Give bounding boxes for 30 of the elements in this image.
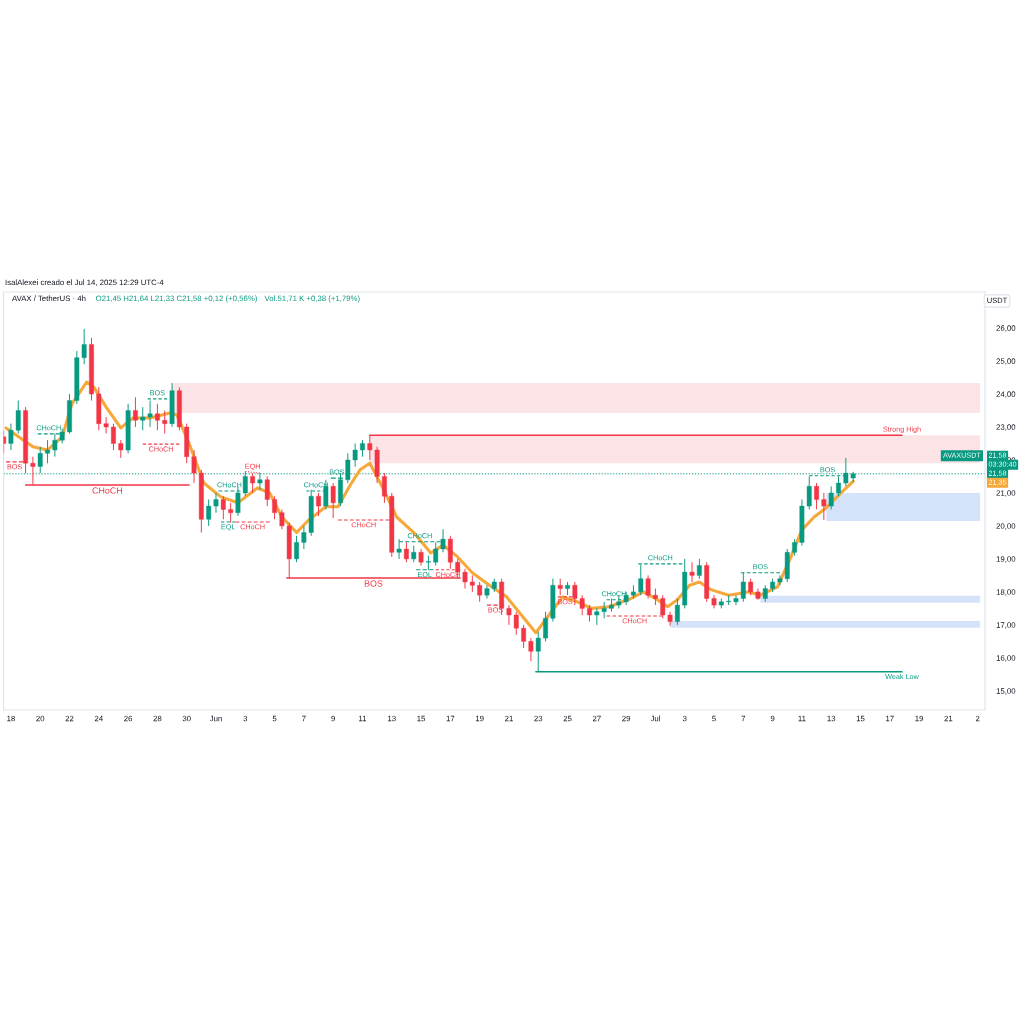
candlestick xyxy=(821,492,827,521)
candlestick xyxy=(528,637,534,662)
candlestick xyxy=(111,423,116,451)
candlestick xyxy=(447,535,453,570)
candlestick xyxy=(521,624,526,649)
candlestick xyxy=(645,574,651,599)
candlestick xyxy=(828,485,834,510)
candlestick xyxy=(814,482,819,510)
candlestick xyxy=(162,409,168,435)
candlestick xyxy=(154,403,160,431)
candlestick xyxy=(316,492,321,517)
candlestick xyxy=(45,439,50,464)
candlestick xyxy=(220,495,226,520)
candlestick xyxy=(674,598,680,626)
candlestick xyxy=(543,611,548,642)
candlestick xyxy=(382,472,387,504)
series-label: BOS xyxy=(364,580,383,587)
candlestick xyxy=(264,475,270,507)
candlestick xyxy=(696,558,702,580)
candlestick xyxy=(294,535,299,563)
candlestick xyxy=(477,581,483,603)
candlestick xyxy=(330,482,336,519)
candlestick xyxy=(250,472,256,494)
candlestick xyxy=(404,541,409,563)
candlestick xyxy=(133,396,138,428)
candlestick xyxy=(272,495,277,520)
candlestick xyxy=(37,446,43,474)
candlestick xyxy=(689,561,695,583)
series-label: CHoCH xyxy=(92,487,122,494)
candlestick xyxy=(228,502,234,524)
